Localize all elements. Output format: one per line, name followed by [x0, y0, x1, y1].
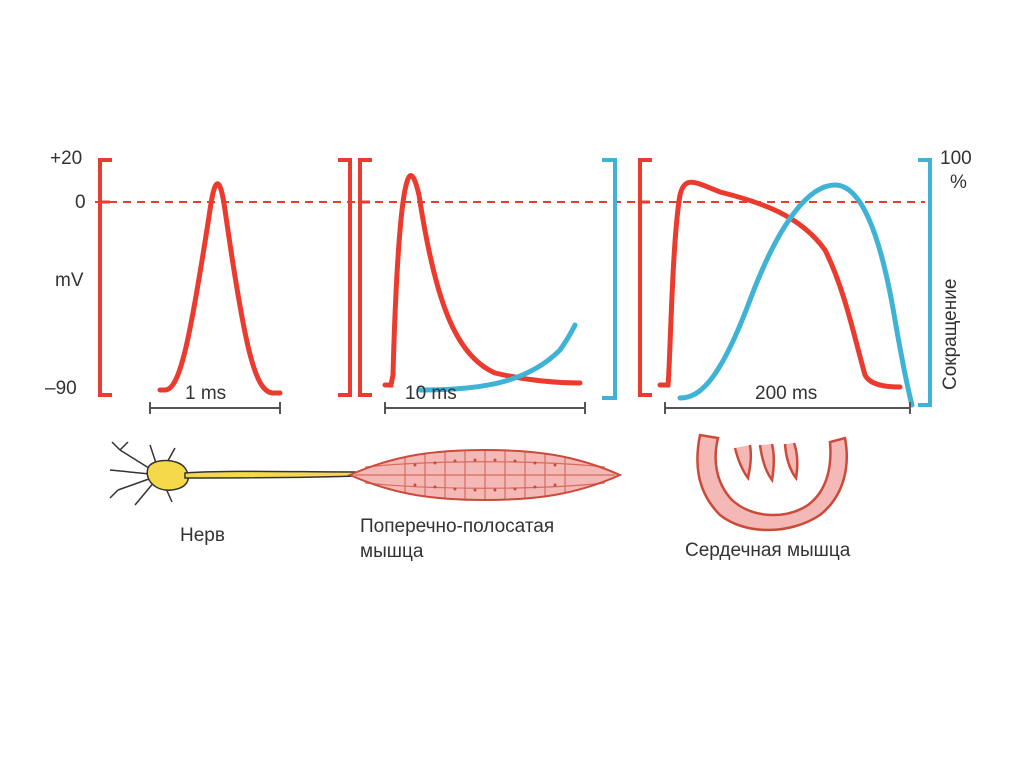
time-label-skeletal: 10 ms — [405, 383, 457, 405]
diagram-container: +20 0 mV –90 1 ms Нерв — [60, 130, 980, 630]
right-top-label: 100 — [940, 148, 972, 170]
y-label-unit: mV — [55, 270, 84, 292]
right-unit-label: % — [950, 172, 967, 194]
cardiac-muscle-illustration — [680, 430, 860, 540]
neuron-illustration — [100, 440, 360, 520]
caption-cardiac: Сердечная мышца — [685, 540, 850, 562]
y-label-top: +20 — [50, 148, 82, 170]
panel-skeletal — [360, 180, 620, 460]
right-axis-label: Сокращение — [940, 279, 962, 390]
caption-skeletal: Поперечно-полосатая мышца — [360, 515, 600, 564]
time-label-nerve: 1 ms — [185, 383, 226, 405]
time-label-cardiac: 200 ms — [755, 383, 817, 405]
panel-nerve — [100, 180, 350, 460]
y-label-zero: 0 — [75, 192, 86, 214]
caption-nerve: Нерв — [180, 525, 225, 547]
panel-cardiac — [640, 180, 940, 460]
y-label-bottom: –90 — [45, 378, 77, 400]
skeletal-muscle-illustration — [345, 445, 625, 515]
